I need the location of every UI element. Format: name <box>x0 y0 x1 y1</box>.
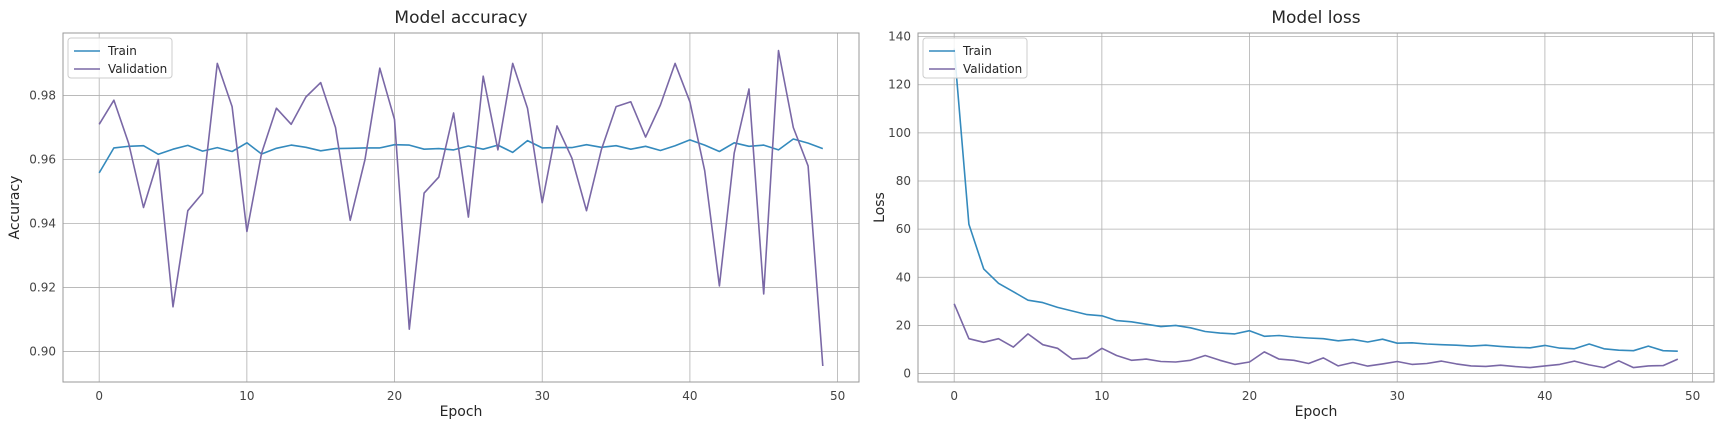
loss-chart: 0 10 20 30 40 50 0 20 40 60 80 100 120 140 Epoch Loss Mo… <box>872 8 1715 420</box>
chart-title: Model accuracy <box>394 8 527 28</box>
y-tick-label: 60 <box>896 222 911 236</box>
legend-label-train: Train <box>107 44 137 58</box>
y-tick-label: 0.90 <box>29 345 56 359</box>
x-tick-label: 10 <box>239 389 254 403</box>
x-tick-label: 50 <box>830 389 845 403</box>
y-tick-label: 0.92 <box>29 281 56 295</box>
x-tick-label: 10 <box>1094 389 1109 403</box>
y-tick-label: 80 <box>896 174 911 188</box>
x-tick-label: 30 <box>535 389 550 403</box>
legend-label-validation: Validation <box>108 62 167 76</box>
y-tick-label: 0.98 <box>29 88 56 102</box>
x-tick-label: 0 <box>95 389 103 403</box>
x-tick-label: 50 <box>1685 389 1700 403</box>
plot-area <box>918 33 1714 382</box>
legend-label-train: Train <box>962 44 992 58</box>
y-tick-label: 20 <box>896 318 911 332</box>
y-axis-label: Loss <box>872 192 888 223</box>
y-tick-label: 100 <box>888 126 911 140</box>
series-line-train <box>98 138 824 174</box>
x-tick-label: 0 <box>950 389 958 403</box>
series-line-validation <box>98 49 824 367</box>
legend-label-validation: Validation <box>963 62 1022 76</box>
legend-box <box>67 37 173 79</box>
y-tick-label: 0 <box>903 367 911 381</box>
accuracy-chart: 0 10 20 30 40 50 0.90 0.92 0.94 0.96 0.98 Epoch Accu… <box>7 8 860 420</box>
y-axis-label: Accuracy <box>7 176 23 240</box>
legend: Train Validation <box>67 37 173 79</box>
y-tick-label: 0.96 <box>29 152 56 166</box>
plot-frame <box>62 32 860 383</box>
plot-frame <box>917 32 1715 383</box>
chart-title: Model loss <box>1271 8 1360 28</box>
legend-box <box>922 37 1028 79</box>
y-tick-label: 120 <box>888 78 911 92</box>
plot-area <box>63 33 859 382</box>
x-axis-label: Epoch <box>440 404 483 420</box>
legend: Train Validation <box>922 37 1028 79</box>
x-tick-label: 30 <box>1390 389 1405 403</box>
x-tick-label: 20 <box>387 389 402 403</box>
y-tick-label: 140 <box>888 30 911 44</box>
y-tick-label: 40 <box>896 270 911 284</box>
x-tick-label: 40 <box>682 389 697 403</box>
x-axis-label: Epoch <box>1295 404 1338 420</box>
series-line-train <box>953 48 1678 352</box>
x-tick-label: 20 <box>1242 389 1257 403</box>
x-tick-label: 40 <box>1537 389 1552 403</box>
y-tick-label: 0.94 <box>29 217 56 231</box>
series-line-validation <box>953 303 1679 369</box>
